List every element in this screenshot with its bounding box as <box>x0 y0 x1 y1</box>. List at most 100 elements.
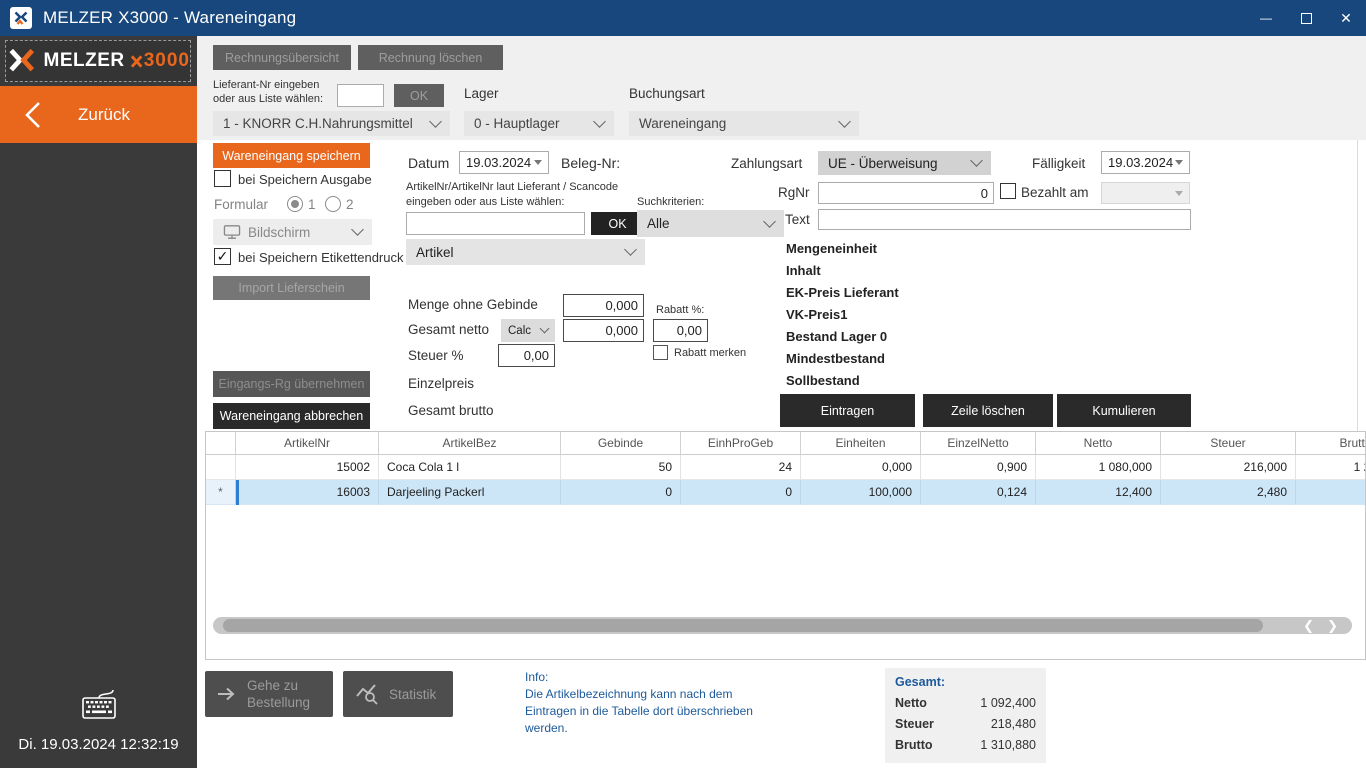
text-input[interactable] <box>818 209 1191 230</box>
cell-brutto[interactable]: 14,880 <box>1296 480 1366 505</box>
col-einheiten[interactable]: Einheiten <box>801 432 921 455</box>
etikettendruck-checkbox[interactable]: ✓ <box>214 248 231 265</box>
zeile-loeschen-button[interactable]: Zeile löschen <box>923 394 1053 427</box>
eintragen-button[interactable]: Eintragen <box>780 394 915 427</box>
col-netto[interactable]: Netto <box>1036 432 1161 455</box>
ek-preis-label: EK-Preis Lieferant <box>786 282 899 304</box>
keyboard-button[interactable] <box>0 688 197 724</box>
artikel-selected-value: Artikel <box>416 245 626 260</box>
cell-netto[interactable]: 1 080,000 <box>1036 455 1161 480</box>
artikelnr-hint-line1: ArtikelNr/ArtikelNr laut Lieferant / Sca… <box>406 181 618 193</box>
artikel-select[interactable]: Artikel <box>406 239 645 265</box>
formular-radio-2[interactable] <box>325 196 341 212</box>
eingangs-rg-uebernehmen-button[interactable]: Eingangs-Rg übernehmen <box>213 371 370 397</box>
statistik-button[interactable]: Statistik <box>343 671 453 717</box>
dropdown-arrow-icon <box>1175 191 1183 196</box>
gesamt-brutto-row: Brutto 1 310,880 <box>895 735 1036 756</box>
col-einhprogeb[interactable]: EinhProGeb <box>681 432 801 455</box>
chevron-down-icon <box>763 215 776 228</box>
gehe-zu-bestellung-button[interactable]: Gehe zu Bestellung <box>205 671 333 717</box>
col-gebinde[interactable]: Gebinde <box>561 432 681 455</box>
scroll-right-icon[interactable]: ❯ <box>1327 617 1338 634</box>
cell-artikelnr[interactable]: 16003 <box>239 480 379 505</box>
cell-einzelnetto[interactable]: 0,900 <box>921 455 1036 480</box>
bildschirm-select[interactable]: Bildschirm <box>213 219 372 245</box>
lieferant-ok-button[interactable]: OK <box>394 84 444 107</box>
steuer-input[interactable] <box>498 344 555 367</box>
formular-radio-1[interactable] <box>287 196 303 212</box>
rechnungsuebersicht-button[interactable]: Rechnungsübersicht <box>213 45 351 70</box>
positions-table: ArtikelNr ArtikelBez Gebinde EinhProGeb … <box>205 431 1366 660</box>
import-lieferschein-button[interactable]: Import Lieferschein <box>213 276 370 300</box>
lieferant-selected-value: 1 - KNORR C.H.Nahrungsmittel <box>223 116 431 131</box>
table-row-selected[interactable]: * 16003 Darjeeling Packerl 0 0 100,000 0… <box>206 480 1366 505</box>
minimize-button[interactable]: — <box>1246 0 1286 36</box>
gesamt-netto-input[interactable] <box>563 319 644 342</box>
chevron-down-icon <box>970 154 983 167</box>
wareneingang-speichern-button[interactable]: Wareneingang speichern <box>213 143 370 168</box>
cell-einhprogeb[interactable]: 0 <box>681 480 801 505</box>
cell-brutto[interactable]: 1 296,000 <box>1296 455 1366 480</box>
lieferant-select[interactable]: 1 - KNORR C.H.Nahrungsmittel <box>213 111 450 136</box>
rechnung-loeschen-button[interactable]: Rechnung löschen <box>358 45 503 70</box>
cell-artikelbez[interactable]: Coca Cola 1 l <box>379 455 561 480</box>
wareneingang-abbrechen-button[interactable]: Wareneingang abbrechen <box>213 403 370 429</box>
bezahlt-am-picker[interactable] <box>1101 182 1190 204</box>
scrollbar-thumb[interactable] <box>223 619 1263 632</box>
melzer-x-logo-icon <box>6 45 38 77</box>
zahlungsart-select[interactable]: UE - Überweisung <box>818 151 991 175</box>
cell-netto[interactable]: 12,400 <box>1036 480 1161 505</box>
faelligkeit-picker[interactable]: 19.03.2024 <box>1101 151 1190 174</box>
rgnr-label: RgNr <box>778 185 810 200</box>
scroll-left-icon[interactable]: ❮ <box>1303 617 1314 634</box>
buchungsart-select[interactable]: Wareneingang <box>629 111 859 136</box>
calc-select[interactable]: Calc <box>501 319 555 342</box>
col-steuer[interactable]: Steuer <box>1161 432 1296 455</box>
monitor-icon <box>223 224 241 240</box>
rgnr-input[interactable] <box>818 182 994 204</box>
lieferant-nr-input[interactable] <box>337 84 384 107</box>
horizontal-scrollbar[interactable]: ❮ ❯ <box>213 617 1352 634</box>
back-label: Zurück <box>78 105 130 125</box>
mindestbestand-label: Mindestbestand <box>786 348 899 370</box>
col-artikelbez[interactable]: ArtikelBez <box>379 432 561 455</box>
suchkriterien-select[interactable]: Alle <box>637 210 784 237</box>
cell-gebinde[interactable]: 50 <box>561 455 681 480</box>
cell-einheiten[interactable]: 0,000 <box>801 455 921 480</box>
kumulieren-button[interactable]: Kumulieren <box>1057 394 1191 427</box>
menge-input[interactable] <box>563 294 644 317</box>
buchungsart-selected-value: Wareneingang <box>639 116 840 131</box>
zahlungsart-label: Zahlungsart <box>731 156 802 171</box>
chevron-down-icon <box>429 115 442 128</box>
lager-select[interactable]: 0 - Hauptlager <box>464 111 614 136</box>
rabatt-merken-checkbox[interactable] <box>653 345 668 360</box>
maximize-button[interactable] <box>1286 0 1326 36</box>
gehe-zu-label-line2: Bestellung <box>247 694 310 711</box>
cell-einhprogeb[interactable]: 24 <box>681 455 801 480</box>
table-row[interactable]: 15002 Coca Cola 1 l 50 24 0,000 0,900 1 … <box>206 455 1366 480</box>
cell-gebinde[interactable]: 0 <box>561 480 681 505</box>
datum-picker[interactable]: 19.03.2024 <box>459 151 549 174</box>
col-brutto[interactable]: Brutto <box>1296 432 1366 455</box>
info-line1: Die Artikelbezeichnung kann nach dem <box>525 686 753 703</box>
faelligkeit-label: Fälligkeit <box>1032 156 1085 171</box>
cell-artikelbez[interactable]: Darjeeling Packerl <box>379 480 561 505</box>
rabatt-input[interactable] <box>653 319 708 342</box>
bei-speichern-ausgabe-checkbox[interactable] <box>214 170 231 187</box>
bezahlt-am-checkbox[interactable] <box>1000 183 1016 199</box>
cell-einheiten[interactable]: 100,000 <box>801 480 921 505</box>
datum-value: 19.03.2024 <box>466 155 534 170</box>
artikelnr-input[interactable] <box>406 212 585 235</box>
chevron-down-icon <box>838 115 851 128</box>
cell-steuer[interactable]: 216,000 <box>1161 455 1296 480</box>
window-title: MELZER X3000 - Wareneingang <box>43 8 296 28</box>
col-artikelnr[interactable]: ArtikelNr <box>236 432 379 455</box>
cell-einzelnetto[interactable]: 0,124 <box>921 480 1036 505</box>
col-einzelnetto[interactable]: EinzelNetto <box>921 432 1036 455</box>
cell-artikelnr[interactable]: 15002 <box>236 455 379 480</box>
back-button[interactable]: Zurück <box>0 86 197 143</box>
cell-steuer[interactable]: 2,480 <box>1161 480 1296 505</box>
melzer-x-logo-icon <box>13 10 29 26</box>
einzelpreis-label: Einzelpreis <box>408 376 474 391</box>
close-button[interactable]: ✕ <box>1326 0 1366 36</box>
